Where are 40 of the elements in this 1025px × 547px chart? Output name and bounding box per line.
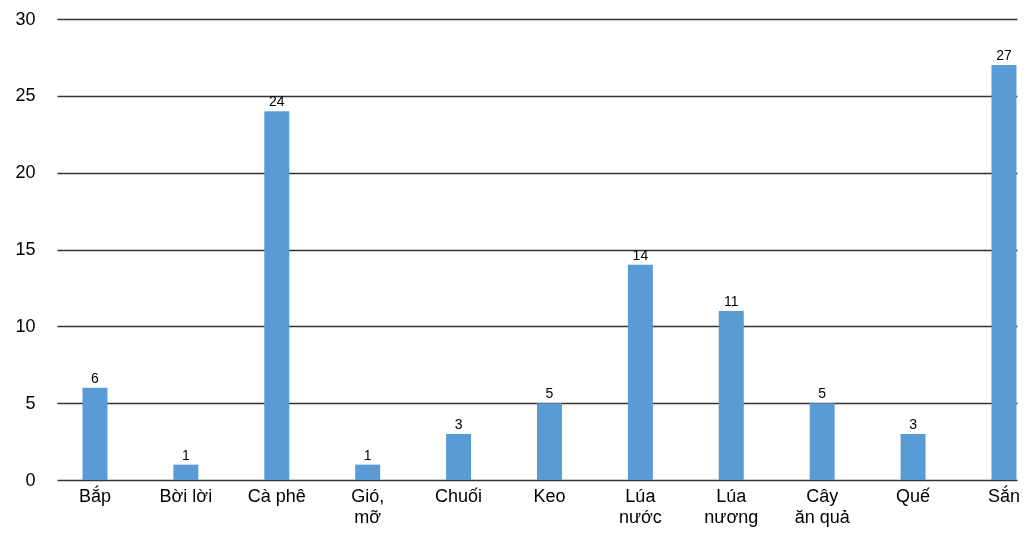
- x-tick-label: Bời lời: [159, 485, 213, 506]
- bar: [355, 464, 381, 480]
- data-label: 6: [91, 369, 100, 386]
- y-tick-label: 20: [15, 162, 36, 183]
- x-tick-label: Sắn: [987, 484, 1020, 506]
- data-label: 27: [996, 47, 1012, 64]
- bar: [173, 464, 199, 480]
- x-tick-label: Bắp: [78, 484, 111, 506]
- bar: [991, 65, 1017, 480]
- data-label: 14: [632, 246, 649, 263]
- y-tick-label: 5: [25, 392, 36, 413]
- y-tick-label: 25: [15, 85, 36, 106]
- data-label: 5: [545, 385, 554, 402]
- x-tick-label: Gió, mỡ: [351, 485, 385, 527]
- data-label: 3: [909, 415, 918, 432]
- x-tick-label: Chuối: [435, 485, 483, 506]
- data-label: 3: [454, 415, 463, 432]
- bar: [82, 387, 108, 480]
- data-label: 11: [724, 292, 739, 309]
- bar: [536, 403, 562, 480]
- x-tick-label: Cây ăn quả: [794, 485, 851, 527]
- data-label: 5: [818, 385, 827, 402]
- x-tick-label: Lúa nương: [704, 485, 759, 527]
- x-tick-label: Quế: [896, 485, 931, 506]
- x-tick-label: Cà phê: [247, 485, 306, 506]
- data-label: 1: [363, 446, 372, 463]
- data-label: 24: [268, 93, 285, 110]
- bar: [900, 433, 926, 480]
- bar: [446, 433, 472, 480]
- bar: [627, 264, 653, 480]
- bar: [718, 310, 744, 480]
- x-tick-label: Keo: [533, 485, 566, 506]
- bar: [264, 111, 290, 480]
- y-tick-label: 30: [15, 8, 36, 29]
- y-tick-label: 10: [15, 315, 36, 336]
- y-tick-label: 0: [25, 469, 36, 490]
- bar: [809, 403, 835, 480]
- x-tick-label: Lúa nước: [618, 485, 662, 527]
- y-tick-label: 15: [15, 239, 36, 259]
- data-label: 1: [181, 446, 190, 463]
